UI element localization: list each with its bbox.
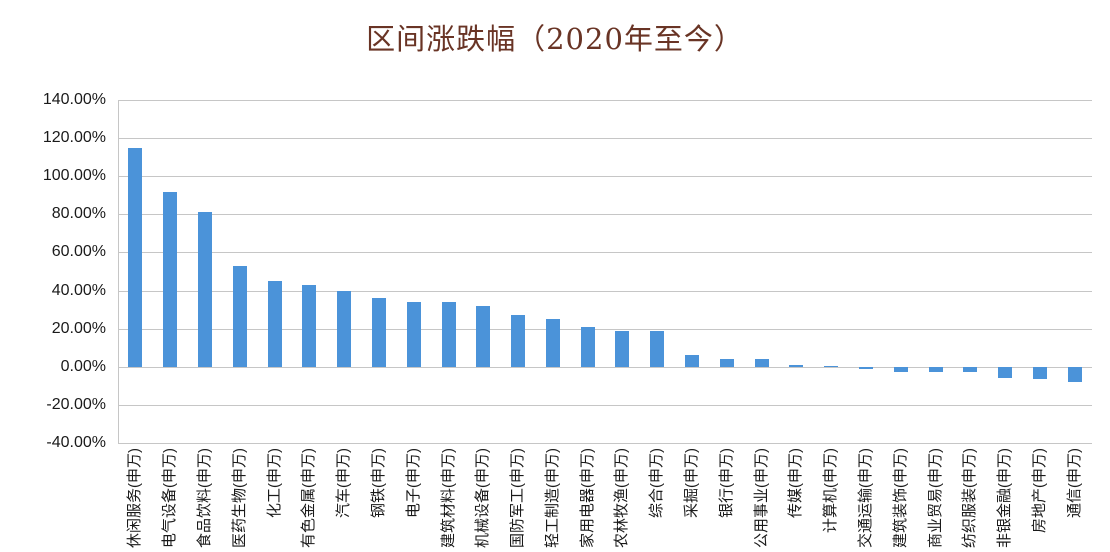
bar xyxy=(511,315,525,367)
gridline xyxy=(118,100,1092,101)
gridline xyxy=(118,290,1092,292)
bar xyxy=(1067,366,1082,382)
x-category-label: 电子(申万) xyxy=(404,448,422,518)
x-category-label: 计算机(申万) xyxy=(822,448,840,533)
gridline xyxy=(118,252,1092,254)
gridline xyxy=(118,214,1092,216)
bar xyxy=(441,302,456,367)
y-tick-label: 0.00% xyxy=(60,357,106,375)
bar xyxy=(789,364,804,367)
y-tick-label: 100.00% xyxy=(42,167,106,185)
x-category-label: 钢铁(申万) xyxy=(369,448,387,518)
bar xyxy=(754,359,769,367)
bar xyxy=(267,281,282,367)
gridline xyxy=(118,404,1092,406)
x-category-label: 综合(申万) xyxy=(648,448,666,518)
bar xyxy=(893,366,908,373)
x-category-label: 汽车(申万) xyxy=(335,448,353,518)
y-tick-label: 40.00% xyxy=(51,281,106,299)
bar xyxy=(998,366,1012,379)
bar xyxy=(337,290,352,367)
x-category-label: 通信(申万) xyxy=(1065,448,1083,518)
y-tick-label: -40.00% xyxy=(46,434,106,451)
bar xyxy=(824,365,839,367)
bar xyxy=(615,330,630,367)
x-category-label: 纺织服装(申万) xyxy=(961,448,979,548)
x-category-label: 交通运输(申万) xyxy=(856,448,874,548)
y-axis-line xyxy=(118,100,119,443)
x-category-label: 采掘(申万) xyxy=(683,448,700,518)
x-category-label: 公用事业(申万) xyxy=(752,448,770,548)
bar xyxy=(163,191,178,367)
x-category-label: 银行(申万) xyxy=(717,448,735,518)
x-category-label: 家用电器(申万) xyxy=(578,448,596,548)
bar xyxy=(1032,366,1047,380)
y-tick-label: 60.00% xyxy=(51,243,106,261)
bar xyxy=(198,212,212,367)
x-category-label: 建筑装饰(申万) xyxy=(891,448,909,548)
y-tick-label: 20.00% xyxy=(51,319,106,337)
gridline xyxy=(118,366,1092,368)
bar xyxy=(719,359,734,367)
chart-title: 区间涨跌幅（2020年至今） xyxy=(366,22,744,56)
x-category-label: 休闲服务(申万) xyxy=(126,448,144,548)
bar xyxy=(858,366,873,369)
x-category-label: 机械设备(申万) xyxy=(474,448,492,548)
x-category-label: 建筑材料(申万) xyxy=(439,448,457,548)
bar xyxy=(580,326,595,367)
bar xyxy=(128,147,143,367)
x-category-label: 医药生物(申万) xyxy=(230,448,248,548)
x-category-label: 传媒(申万) xyxy=(787,448,805,518)
y-tick-label: -20.00% xyxy=(46,395,106,413)
bar xyxy=(232,265,247,367)
gridline xyxy=(118,443,1092,444)
x-category-label: 食品饮料(申万) xyxy=(196,448,213,548)
y-tick-label: 80.00% xyxy=(51,205,106,223)
bar xyxy=(685,355,699,367)
bar xyxy=(650,330,665,367)
x-category-label: 非银金融(申万) xyxy=(996,448,1013,548)
x-category-label: 商业贸易(申万) xyxy=(926,448,944,548)
x-category-label: 轻工制造(申万) xyxy=(543,448,561,548)
bar xyxy=(476,305,491,367)
x-category-label: 农林牧渔(申万) xyxy=(613,448,631,548)
bar xyxy=(963,366,978,373)
y-tick-label: 140.00% xyxy=(42,91,106,108)
gridline xyxy=(118,138,1092,140)
x-category-label: 国防军工(申万) xyxy=(509,448,526,548)
bar xyxy=(302,284,317,367)
x-category-label: 房地产(申万) xyxy=(1030,448,1048,533)
bar xyxy=(928,366,943,373)
gridline xyxy=(118,176,1092,178)
bar xyxy=(406,302,421,367)
bar xyxy=(545,319,560,367)
gridline xyxy=(118,328,1092,330)
x-category-label: 电气设备(申万) xyxy=(161,448,179,548)
x-category-label: 有色金属(申万) xyxy=(300,448,318,548)
bar xyxy=(371,298,386,367)
y-tick-label: 120.00% xyxy=(42,129,106,147)
x-category-label: 化工(申万) xyxy=(265,448,283,518)
